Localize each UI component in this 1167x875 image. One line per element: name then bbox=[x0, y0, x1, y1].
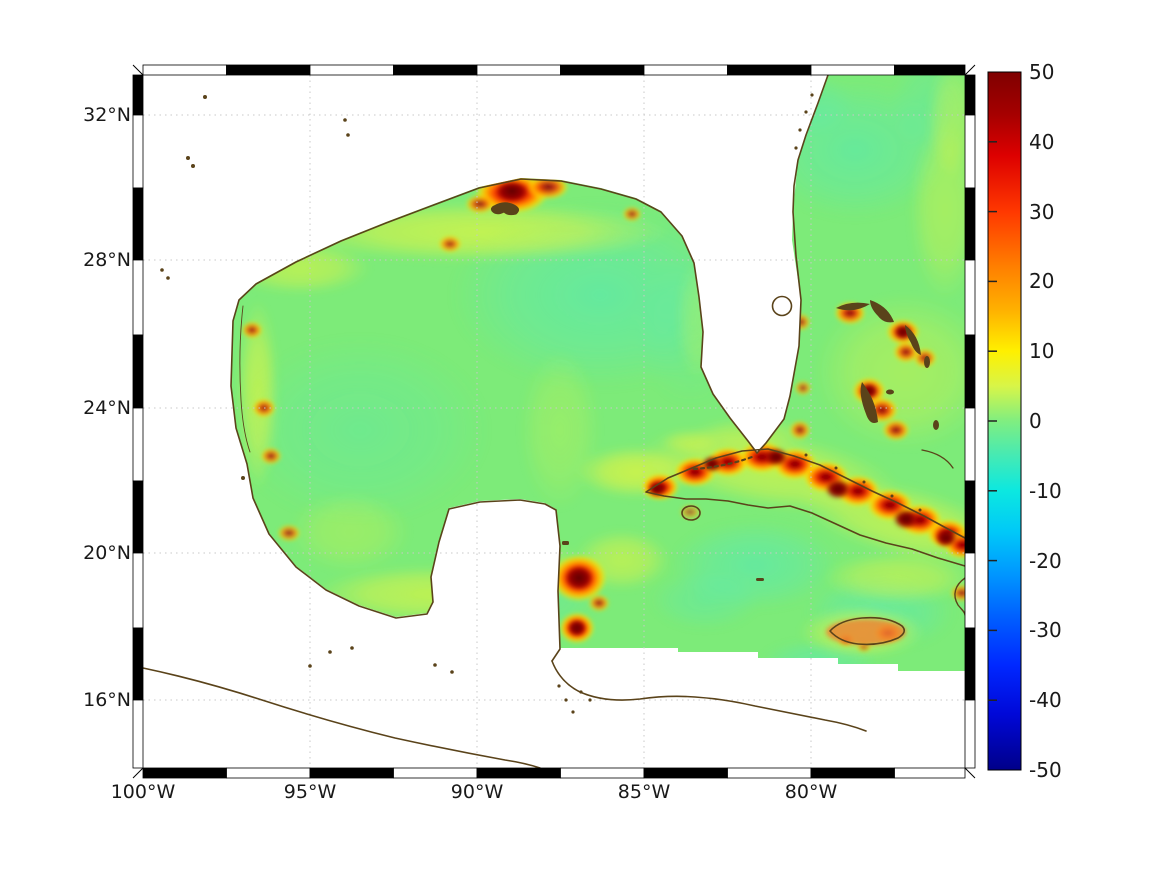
y-tick-label: 16°N bbox=[83, 689, 131, 711]
colorbar-tick-label: -10 bbox=[1029, 479, 1062, 503]
mississippi-delta bbox=[490, 202, 520, 216]
y-tick-label: 32°N bbox=[83, 104, 131, 126]
cuba-coastline bbox=[645, 448, 966, 567]
lake-okeechobee bbox=[771, 295, 793, 317]
y-tick-label: 28°N bbox=[83, 249, 131, 271]
x-tick-label: 100°W bbox=[110, 781, 176, 803]
small-islands bbox=[160, 93, 922, 714]
colorbar-tick-label: 20 bbox=[1029, 269, 1055, 293]
colorbar-tick-label: 30 bbox=[1029, 200, 1055, 224]
gridlines bbox=[143, 75, 965, 768]
colorbar-tick-label: 50 bbox=[1029, 60, 1055, 84]
jamaica-fill bbox=[826, 619, 906, 645]
colorbar-tick-label: 0 bbox=[1029, 409, 1042, 433]
hispaniola-coastline bbox=[954, 577, 966, 616]
isla-juventud bbox=[681, 505, 701, 521]
gulf-coastline bbox=[230, 74, 829, 662]
colorbar-tick-label: -20 bbox=[1029, 549, 1062, 573]
colorbar-tick-label: 10 bbox=[1029, 339, 1055, 363]
heatmap-field bbox=[231, 75, 965, 671]
map-frame-zebra bbox=[132, 64, 976, 779]
x-tick-label: 95°W bbox=[283, 781, 337, 803]
great-inagua bbox=[921, 449, 954, 469]
x-tick-label: 80°W bbox=[784, 781, 838, 803]
x-tick-label: 85°W bbox=[617, 781, 671, 803]
pacific-coastline bbox=[142, 667, 541, 769]
florida-keys bbox=[692, 455, 754, 471]
colorbar-tick-marks bbox=[988, 141, 997, 701]
jamaica-coastline bbox=[829, 616, 906, 646]
y-tick-label: 24°N bbox=[83, 397, 131, 419]
colorbar-tick-label: -40 bbox=[1029, 688, 1062, 712]
x-tick-label: 90°W bbox=[450, 781, 504, 803]
central-america-coastline bbox=[551, 660, 867, 732]
colorbar bbox=[987, 71, 1022, 771]
coastlines bbox=[142, 74, 966, 769]
y-tick-label: 20°N bbox=[83, 542, 131, 564]
colorbar-tick-label: 40 bbox=[1029, 130, 1055, 154]
texas-laguna bbox=[239, 305, 251, 453]
colorbar-tick-label: -30 bbox=[1029, 618, 1062, 642]
colorbar-tick-label: -50 bbox=[1029, 758, 1062, 782]
bahamas-islands bbox=[836, 300, 939, 430]
